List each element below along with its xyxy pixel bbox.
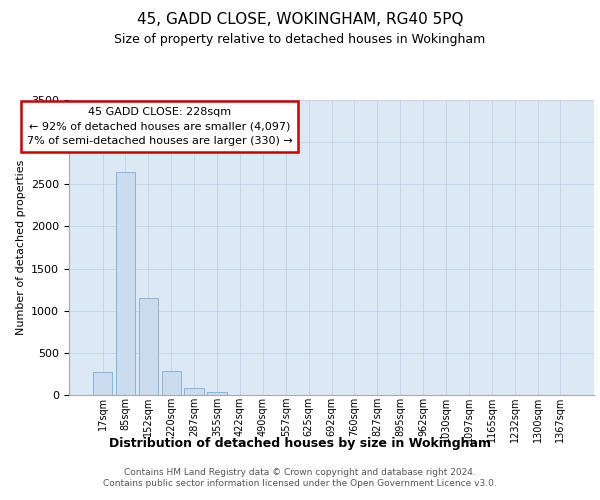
Bar (116, 172, 135, 395)
Text: Distribution of detached houses by size in Wokingham: Distribution of detached houses by size … (109, 438, 491, 450)
Bar (161, 372, 181, 395)
Y-axis label: Number of detached properties: Number of detached properties (16, 160, 26, 335)
Bar (208, 392, 227, 395)
Bar (139, 298, 158, 395)
Text: 45, GADD CLOSE, WOKINGHAM, RG40 5PQ: 45, GADD CLOSE, WOKINGHAM, RG40 5PQ (137, 12, 463, 28)
Bar (184, 388, 204, 395)
Bar (93, 372, 112, 395)
Text: Contains HM Land Registry data © Crown copyright and database right 2024.
Contai: Contains HM Land Registry data © Crown c… (103, 468, 497, 487)
Text: 45 GADD CLOSE: 228sqm
← 92% of detached houses are smaller (4,097)
7% of semi-de: 45 GADD CLOSE: 228sqm ← 92% of detached … (27, 106, 293, 146)
Text: Size of property relative to detached houses in Wokingham: Size of property relative to detached ho… (115, 32, 485, 46)
